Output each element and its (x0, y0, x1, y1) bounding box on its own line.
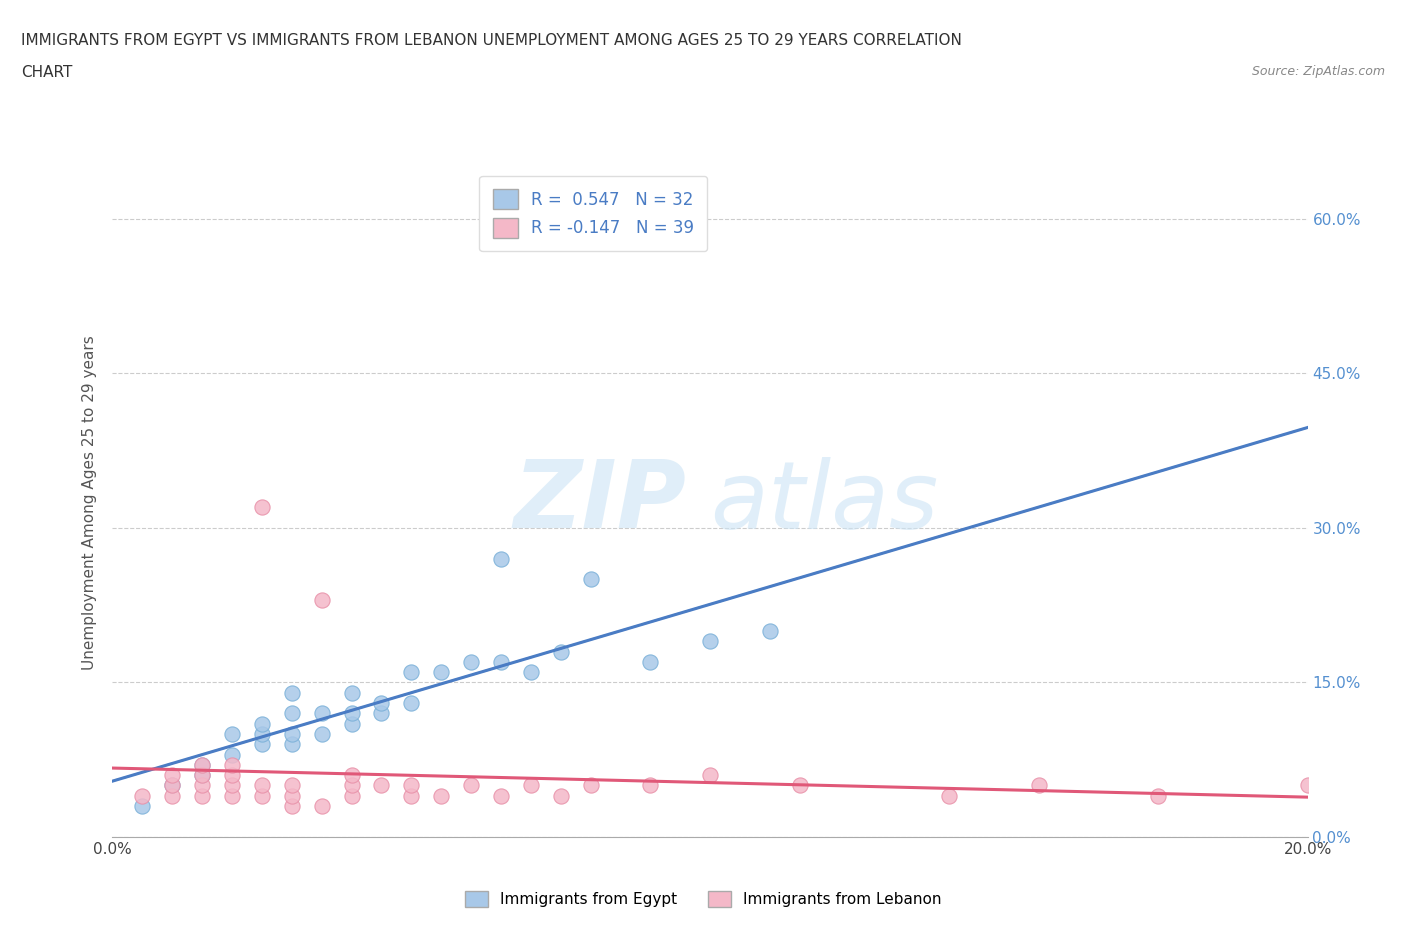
Point (250, 737, 273, 751)
Point (191, 789, 214, 804)
Point (191, 778, 214, 793)
Point (221, 768, 243, 783)
Point (221, 747, 243, 762)
Point (489, 551, 512, 566)
Point (489, 655, 512, 670)
Text: IMMIGRANTS FROM EGYPT VS IMMIGRANTS FROM LEBANON UNEMPLOYMENT AMONG AGES 25 TO 2: IMMIGRANTS FROM EGYPT VS IMMIGRANTS FROM… (21, 33, 962, 47)
Point (401, 778, 423, 793)
Point (221, 726, 243, 741)
Point (281, 789, 304, 804)
Point (131, 799, 153, 814)
Point (340, 789, 363, 804)
Point (401, 696, 423, 711)
Text: atlas: atlas (710, 457, 938, 548)
Point (401, 789, 423, 804)
Point (191, 768, 214, 783)
Point (699, 634, 721, 649)
Point (1147, 789, 1170, 804)
Point (191, 757, 214, 772)
Point (1296, 778, 1319, 793)
Point (131, 789, 153, 804)
Point (281, 726, 304, 741)
Point (281, 799, 304, 814)
Point (370, 706, 392, 721)
Point (550, 789, 572, 804)
Point (162, 768, 183, 783)
Legend: Immigrants from Egypt, Immigrants from Lebanon: Immigrants from Egypt, Immigrants from L… (458, 884, 948, 913)
Point (281, 778, 304, 793)
Point (520, 778, 543, 793)
Point (250, 778, 273, 793)
Point (250, 500, 273, 515)
Point (281, 737, 304, 751)
Point (340, 716, 363, 731)
Point (460, 655, 482, 670)
Point (311, 799, 333, 814)
Point (579, 778, 602, 793)
Point (281, 706, 304, 721)
Point (430, 789, 453, 804)
Point (281, 685, 304, 700)
Point (311, 706, 333, 721)
Point (162, 789, 183, 804)
Point (340, 778, 363, 793)
Text: Source: ZipAtlas.com: Source: ZipAtlas.com (1251, 65, 1385, 78)
Point (311, 726, 333, 741)
Point (191, 768, 214, 783)
Point (162, 778, 183, 793)
Point (191, 757, 214, 772)
Point (520, 665, 543, 680)
Point (311, 592, 333, 607)
Point (250, 716, 273, 731)
Point (340, 706, 363, 721)
Point (221, 757, 243, 772)
Point (250, 726, 273, 741)
Point (489, 789, 512, 804)
Point (638, 778, 662, 793)
Text: ZIP: ZIP (513, 457, 686, 548)
Point (699, 768, 721, 783)
Text: CHART: CHART (21, 65, 73, 80)
Point (1028, 778, 1050, 793)
Point (460, 778, 482, 793)
Point (430, 665, 453, 680)
Point (370, 778, 392, 793)
Y-axis label: Unemployment Among Ages 25 to 29 years: Unemployment Among Ages 25 to 29 years (82, 335, 97, 670)
Point (401, 665, 423, 680)
Point (370, 696, 392, 711)
Point (340, 685, 363, 700)
Point (162, 778, 183, 793)
Point (759, 623, 782, 638)
Point (638, 655, 662, 670)
Point (938, 789, 960, 804)
Point (550, 644, 572, 659)
Point (221, 778, 243, 793)
Point (250, 789, 273, 804)
Legend: R =  0.547   N = 32, R = -0.147   N = 39: R = 0.547 N = 32, R = -0.147 N = 39 (479, 176, 707, 251)
Point (221, 789, 243, 804)
Point (579, 572, 602, 587)
Point (789, 778, 811, 793)
Point (340, 768, 363, 783)
